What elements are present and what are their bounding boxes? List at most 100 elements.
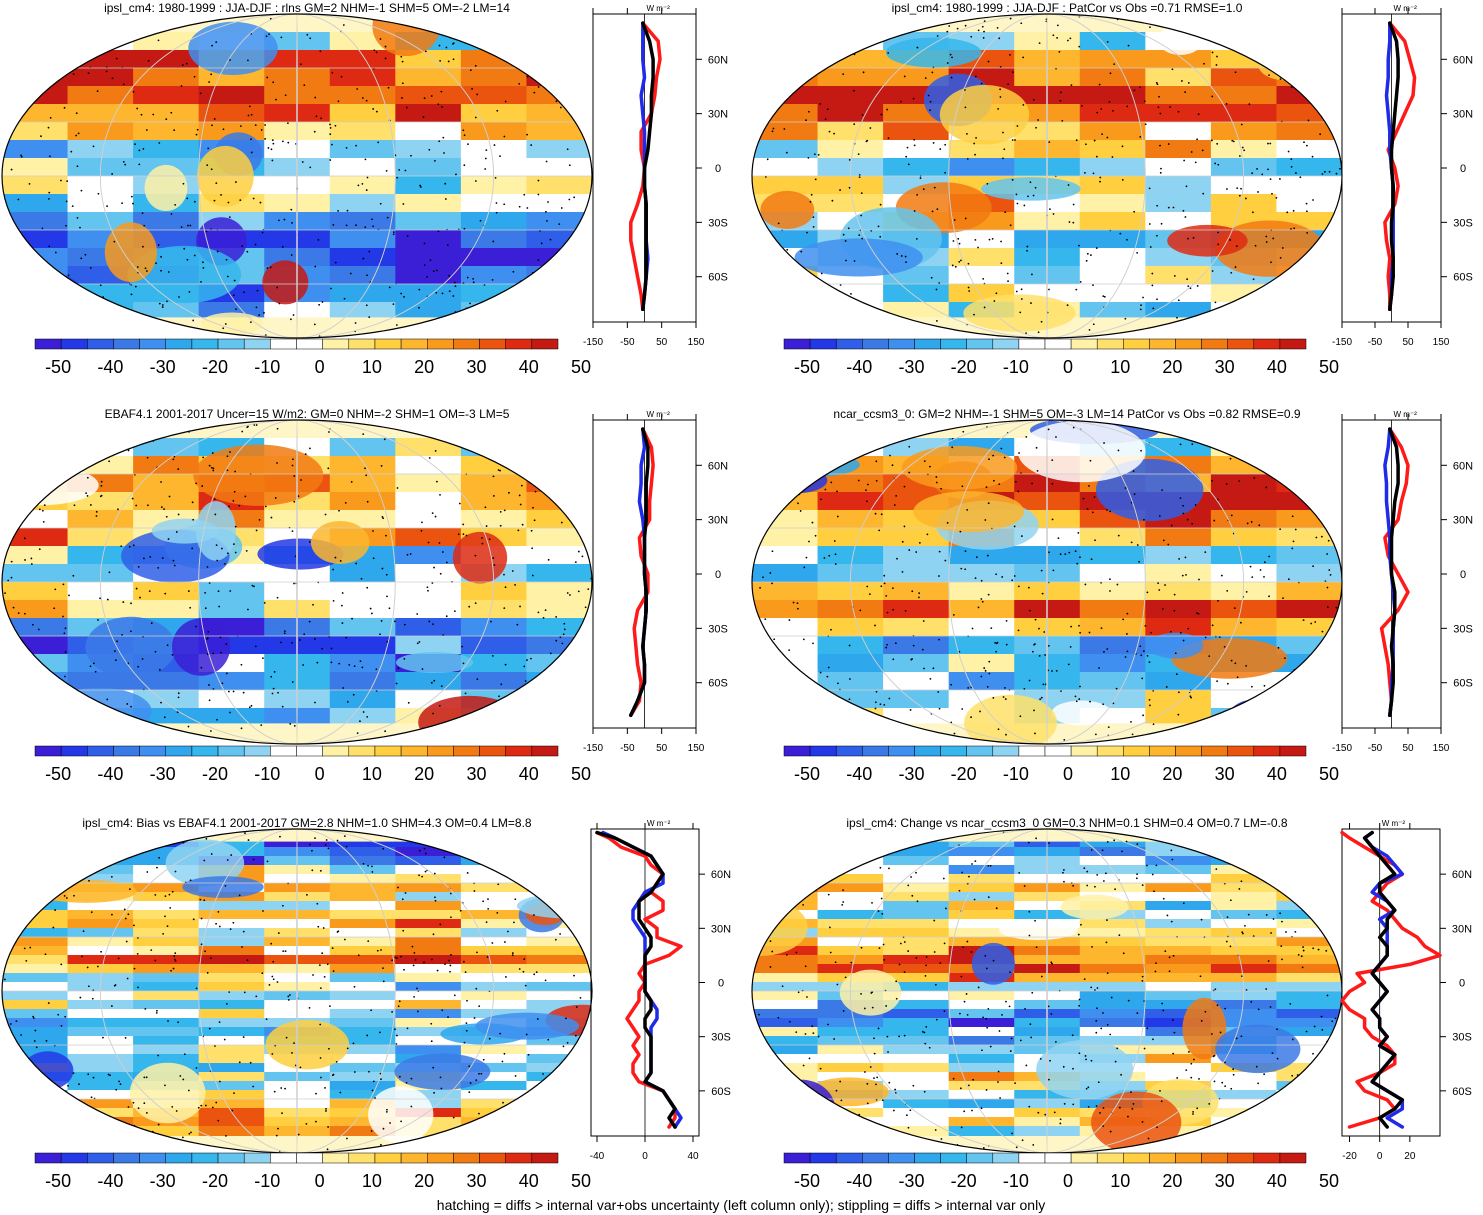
map-outline: [1, 419, 593, 745]
colorbar-swatch: [243, 745, 271, 757]
colorbar-swatch: [453, 338, 480, 350]
colorbar-swatch: [400, 745, 428, 757]
colorbar-swatch: [1096, 338, 1124, 350]
colorbar-swatch: [34, 745, 62, 757]
colorbar-swatch: [1253, 745, 1281, 757]
x-tick-label: -150: [1332, 743, 1352, 754]
series-line-model: [595, 830, 677, 1129]
world-map-panel: [1, 419, 593, 745]
colorbar-swatch: [1096, 1152, 1124, 1164]
colorbar: -50 -40 -30 -20 -10 0 10 20 30 40 50: [783, 1152, 1339, 1191]
colorbar-swatch: [505, 338, 533, 350]
world-map-panel: [751, 13, 1343, 339]
graticule: [752, 829, 1342, 1153]
map-field: [752, 829, 1342, 1153]
colorbar-label: 20: [1162, 1171, 1182, 1191]
colorbar-swatch: [531, 338, 559, 350]
colorbar-swatch: [1123, 338, 1150, 350]
profile-unit-label: W m⁻²: [647, 410, 671, 419]
colorbar-label: 40: [519, 1171, 539, 1191]
colorbar-swatch: [888, 1152, 915, 1164]
footer-note: hatching = diffs > internal var+obs unce…: [437, 1197, 1045, 1213]
map-field: [2, 829, 592, 1153]
colorbar-label: -20: [202, 357, 228, 377]
colorbar-swatch: [1175, 338, 1202, 350]
profile-unit-label: W m⁻²: [1382, 819, 1406, 828]
colorbar-swatch: [243, 1152, 271, 1164]
colorbar-swatch: [835, 338, 863, 350]
colorbar-swatch: [87, 1152, 114, 1164]
colorbar-swatch: [270, 338, 297, 350]
x-tick-label: -150: [583, 743, 603, 754]
series-line-red: [1379, 427, 1410, 718]
lat-tick-label: 0: [718, 978, 724, 990]
colorbar-swatch: [1201, 745, 1228, 757]
colorbar-swatch: [400, 1152, 428, 1164]
colorbar-swatch: [888, 338, 915, 350]
colorbar-label: 0: [315, 1171, 325, 1191]
panel-title: EBAF4.1 2001-2017 Uncer=15 W/m2: GM=0 NH…: [105, 407, 510, 421]
x-tick-label: 50: [1402, 743, 1414, 754]
colorbar-label: -40: [846, 764, 872, 784]
colorbar-label: -10: [1003, 764, 1029, 784]
colorbar-swatch: [914, 745, 941, 757]
colorbar-swatch: [1279, 745, 1307, 757]
series-line-model: [629, 427, 650, 718]
lat-tick-label: 30N: [711, 923, 731, 935]
x-tick-label: -50: [620, 743, 635, 754]
lat-tick-label: 60S: [1453, 272, 1473, 284]
colorbar-swatch: [940, 338, 967, 350]
colorbar-label: 10: [362, 764, 382, 784]
colorbar-swatch: [1149, 745, 1176, 757]
lat-tick-label: 60S: [708, 678, 728, 690]
colorbar-swatch: [1096, 745, 1124, 757]
colorbar-swatch: [296, 745, 323, 757]
series-line-model: [1388, 427, 1400, 718]
colorbar-swatch: [87, 745, 114, 757]
colorbar-swatch: [139, 338, 167, 350]
colorbar-label: -40: [97, 764, 123, 784]
colorbar-swatch: [1044, 338, 1072, 350]
graticule: [2, 14, 592, 338]
lat-tick-label: 0: [1460, 569, 1466, 581]
panel-title: ipsl_cm4: Bias vs EBAF4.1 2001-2017 GM=2…: [82, 816, 532, 830]
colorbar-label: -30: [898, 1171, 924, 1191]
colorbar-swatch: [940, 745, 967, 757]
zonal-profile-panel: -20 0 20 W m⁻² 60N 30N 0 30S 60S: [1340, 819, 1472, 1162]
colorbar-swatch: [1175, 745, 1202, 757]
world-map-panel: [1, 13, 593, 339]
colorbar-swatch: [322, 1152, 350, 1164]
lat-tick-label: 60N: [1452, 869, 1472, 881]
colorbar-label: -20: [951, 1171, 977, 1191]
colorbar-swatch: [270, 1152, 297, 1164]
colorbar-swatch: [531, 745, 559, 757]
profile-unit-label: W m⁻²: [1394, 4, 1418, 13]
colorbar-swatch: [296, 338, 323, 350]
colorbar-label: -10: [254, 357, 280, 377]
colorbar-label: 10: [362, 357, 382, 377]
colorbar: -50 -40 -30 -20 -10 0 10 20 30 40 50: [783, 745, 1339, 784]
colorbar-label: -50: [794, 764, 820, 784]
colorbar-swatch: [322, 338, 350, 350]
colorbar-swatch: [783, 338, 811, 350]
colorbar-label: 50: [571, 1171, 591, 1191]
colorbar-swatch: [374, 338, 402, 350]
colorbar-label: 30: [1215, 764, 1235, 784]
colorbar-swatch: [1201, 338, 1228, 350]
zonal-profile-panel: -150 -50 50 150 W m⁻² 60N 30N 0 30S 60S: [583, 4, 728, 348]
world-map-panel: [1, 828, 593, 1154]
colorbar-swatch: [479, 338, 506, 350]
x-tick-label: 50: [656, 337, 668, 348]
colorbar-swatch: [992, 745, 1020, 757]
colorbar-swatch: [1227, 338, 1255, 350]
colorbar-label: 0: [1063, 764, 1073, 784]
colorbar-swatch: [1227, 1152, 1255, 1164]
lat-tick-label: 30S: [1453, 623, 1473, 635]
lat-tick-label: 30S: [708, 217, 728, 229]
colorbar-swatch: [427, 745, 454, 757]
x-tick-label: 20: [1404, 1151, 1416, 1162]
colorbar-swatch: [427, 338, 454, 350]
colorbar-swatch: [165, 745, 193, 757]
colorbar-swatch: [1149, 338, 1176, 350]
colorbar-label: 50: [1319, 1171, 1339, 1191]
